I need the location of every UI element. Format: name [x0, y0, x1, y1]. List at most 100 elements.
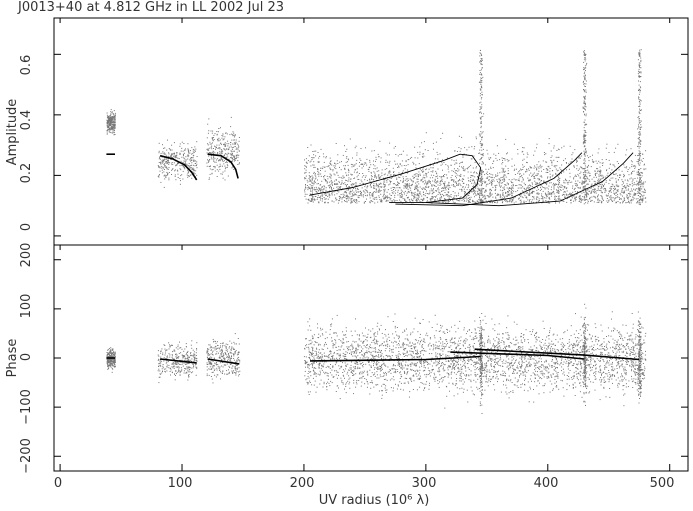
- data-point: [107, 349, 109, 351]
- data-point: [485, 200, 487, 202]
- data-point: [492, 174, 494, 176]
- data-point: [639, 126, 641, 128]
- data-point: [601, 191, 603, 193]
- data-point: [490, 194, 492, 196]
- data-point: [481, 59, 483, 61]
- data-point: [623, 198, 625, 200]
- x-tick-label-200: 200: [290, 476, 315, 491]
- data-point: [232, 166, 234, 168]
- data-point: [227, 165, 229, 167]
- data-point: [470, 175, 472, 177]
- data-point: [610, 197, 612, 199]
- data-point: [318, 201, 320, 203]
- data-point: [558, 187, 560, 189]
- data-point: [416, 199, 417, 201]
- data-point: [314, 166, 316, 168]
- data-point: [545, 200, 547, 202]
- data-point: [330, 160, 332, 162]
- data-point: [543, 152, 545, 153]
- data-point: [219, 163, 221, 165]
- data-point: [373, 185, 374, 186]
- data-point: [378, 196, 380, 198]
- data-point: [346, 174, 348, 176]
- data-point: [569, 193, 570, 195]
- data-point: [566, 169, 567, 171]
- data-point: [113, 125, 115, 127]
- data-point: [357, 178, 359, 180]
- data-point: [583, 141, 585, 143]
- data-point: [108, 362, 110, 363]
- data-point: [315, 196, 317, 197]
- data-point: [376, 170, 378, 172]
- data-point: [313, 157, 315, 159]
- data-point: [158, 152, 160, 154]
- data-point: [463, 197, 465, 199]
- data-point: [441, 178, 443, 180]
- data-point: [514, 179, 516, 181]
- data-point: [331, 182, 333, 184]
- data-point: [465, 197, 467, 199]
- data-point: [577, 180, 579, 182]
- data-point: [443, 186, 445, 188]
- data-point: [221, 158, 223, 160]
- data-point: [572, 187, 573, 189]
- data-point: [387, 197, 389, 199]
- data-point: [549, 182, 551, 184]
- data-point: [106, 126, 108, 128]
- data-point: [433, 174, 435, 176]
- data-point: [308, 172, 310, 174]
- data-point: [220, 152, 222, 154]
- data-point: [617, 189, 619, 191]
- data-point: [555, 199, 557, 201]
- data-point: [110, 126, 112, 128]
- data-point: [359, 162, 360, 163]
- data-point: [411, 192, 413, 194]
- data-point: [610, 172, 611, 174]
- data-point: [378, 188, 380, 190]
- data-point: [394, 146, 396, 147]
- data-point: [518, 180, 520, 182]
- data-point: [637, 145, 638, 147]
- data-point: [636, 202, 638, 204]
- data-point: [111, 367, 113, 369]
- data-point: [511, 189, 513, 191]
- data-point: [569, 181, 571, 183]
- data-point: [584, 158, 586, 160]
- phase-tick-label-neg200: −200: [19, 438, 34, 474]
- data-point: [550, 150, 552, 152]
- data-point: [479, 106, 481, 108]
- data-point: [237, 160, 239, 162]
- data-point: [542, 190, 544, 192]
- data-point: [638, 173, 639, 175]
- data-point: [309, 201, 311, 202]
- data-point: [175, 165, 177, 167]
- data-point: [540, 185, 542, 187]
- data-point: [379, 140, 381, 142]
- data-point: [641, 182, 643, 184]
- data-point: [638, 145, 640, 147]
- data-point: [488, 200, 490, 202]
- data-point: [327, 196, 329, 197]
- data-point: [233, 139, 235, 141]
- data-point: [481, 145, 483, 147]
- data-point: [179, 168, 181, 170]
- data-point: [475, 172, 477, 174]
- data-point: [351, 193, 353, 195]
- data-point: [550, 182, 552, 184]
- data-point: [306, 162, 308, 164]
- data-point: [480, 181, 482, 183]
- data-point: [344, 182, 346, 184]
- data-point: [574, 174, 576, 176]
- data-point: [235, 157, 237, 159]
- data-point: [632, 194, 634, 196]
- data-point: [110, 117, 112, 119]
- data-point: [480, 173, 482, 175]
- data-point: [429, 177, 431, 179]
- data-point: [191, 160, 193, 161]
- data-point: [559, 182, 560, 184]
- data-point: [484, 164, 486, 166]
- data-point: [572, 152, 574, 154]
- data-point: [552, 192, 554, 194]
- data-point: [212, 157, 214, 159]
- data-point: [114, 362, 116, 363]
